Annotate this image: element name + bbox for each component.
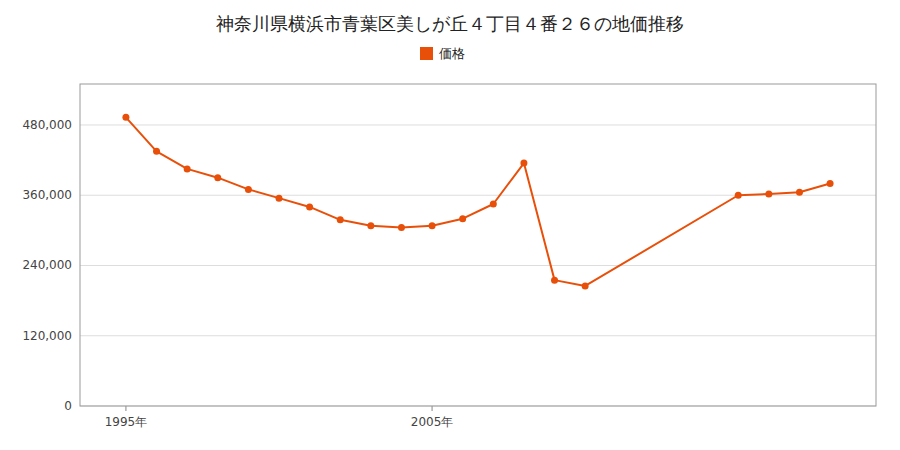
series-line xyxy=(126,117,830,286)
point xyxy=(122,114,129,121)
x-axis: 1995年 2005年 xyxy=(105,406,454,429)
chart: 神奈川県横浜市青葉区美しが丘４丁目４番２６の地価推移 0 120,000 240,00… xyxy=(0,0,900,450)
point xyxy=(153,148,160,155)
point xyxy=(367,222,374,229)
point xyxy=(490,201,497,208)
point xyxy=(337,216,344,223)
y-tick-label: 240,000 xyxy=(22,258,72,272)
point xyxy=(306,203,313,210)
point xyxy=(765,191,772,198)
plot-area xyxy=(122,114,833,290)
point xyxy=(551,277,558,284)
legend: 価格 xyxy=(420,46,465,61)
y-tick-label: 0 xyxy=(64,399,72,413)
x-tick-label: 2005年 xyxy=(411,415,454,429)
point xyxy=(735,192,742,199)
legend-label: 価格 xyxy=(439,46,465,61)
point xyxy=(429,222,436,229)
point xyxy=(214,174,221,181)
y-grid: 0 120,000 240,000 360,000 480,000 xyxy=(22,118,876,413)
title: 神奈川県横浜市青葉区美しが丘４丁目４番２６の地価推移 xyxy=(216,13,684,34)
x-tick xyxy=(125,406,126,411)
legend-swatch xyxy=(420,47,433,60)
point xyxy=(276,195,283,202)
point xyxy=(582,282,589,289)
plot-frame xyxy=(80,84,876,406)
y-tick-label: 360,000 xyxy=(22,188,72,202)
background xyxy=(0,0,900,450)
point xyxy=(184,165,191,172)
y-tick-label: 120,000 xyxy=(22,329,72,343)
x-tick-label: 1995年 xyxy=(105,415,148,429)
x-tick xyxy=(432,406,433,411)
grid-line xyxy=(80,265,876,266)
point xyxy=(459,215,466,222)
point xyxy=(520,160,527,167)
point xyxy=(398,224,405,231)
grid-line xyxy=(80,124,876,125)
point xyxy=(827,180,834,187)
y-tick-label: 480,000 xyxy=(22,118,72,132)
grid-line xyxy=(80,335,876,336)
point xyxy=(245,186,252,193)
point xyxy=(796,189,803,196)
